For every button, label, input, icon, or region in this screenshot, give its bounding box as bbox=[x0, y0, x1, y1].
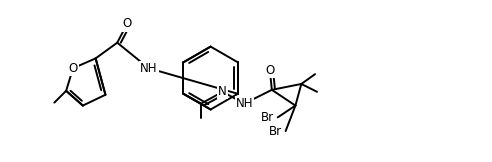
Text: O: O bbox=[265, 64, 275, 77]
Text: NH: NH bbox=[236, 97, 253, 110]
Text: NH: NH bbox=[140, 62, 157, 75]
Text: O: O bbox=[123, 17, 132, 30]
Text: N: N bbox=[218, 85, 227, 98]
Text: Br: Br bbox=[269, 125, 281, 138]
Text: Br: Br bbox=[261, 111, 274, 124]
Text: O: O bbox=[68, 62, 78, 75]
